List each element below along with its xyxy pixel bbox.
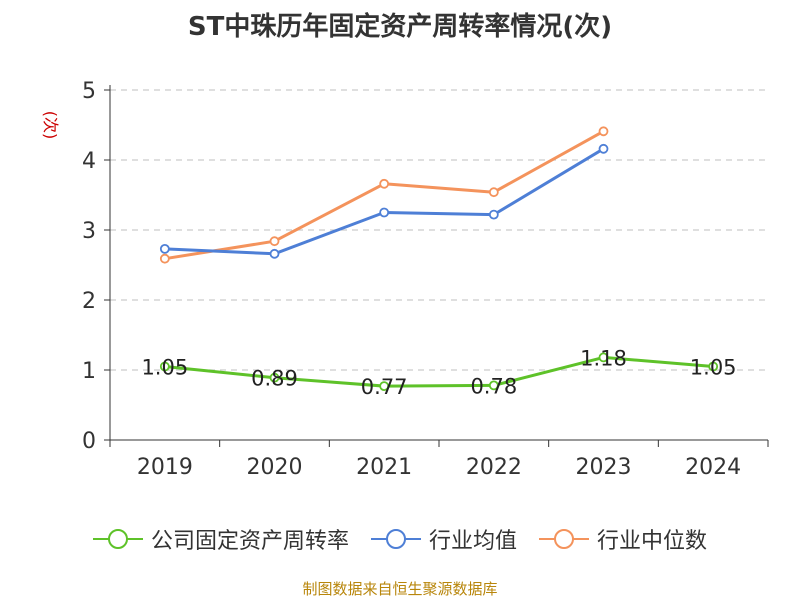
data-point-0 <box>598 352 609 363</box>
series-line-1 <box>164 147 605 256</box>
data-label: 0.77 <box>361 375 408 399</box>
data-point-2 <box>159 253 170 264</box>
legend-swatch-industry-mean <box>370 529 421 549</box>
data-point-2 <box>379 178 390 189</box>
x-tick-label: 2022 <box>466 455 522 480</box>
y-tick-label: 3 <box>82 219 96 244</box>
chart-title: ST中珠历年固定资产周转率情况(次) <box>187 12 613 42</box>
x-tick-label: 2020 <box>247 455 303 480</box>
data-label: 1.05 <box>690 356 737 380</box>
gridlines <box>110 89 768 371</box>
legend-item-industry-mean[interactable]: 行业均值 <box>370 523 517 555</box>
data-point-0 <box>488 380 499 391</box>
data-label: 1.18 <box>580 346 627 370</box>
x-tick-label: 2019 <box>137 455 193 480</box>
series-line-2 <box>164 129 605 261</box>
y-axis-label: (次) <box>41 111 60 140</box>
data-point-2 <box>269 236 280 247</box>
x-tick-label: 2024 <box>685 455 741 480</box>
y-tick-label: 2 <box>82 289 96 314</box>
legend-label-industry-median: 行业中位数 <box>597 529 708 554</box>
legend: 公司固定资产周转率 行业均值 行业中位数 <box>0 519 800 559</box>
data-point-0 <box>159 361 170 372</box>
data-point-0 <box>708 361 719 372</box>
data-point-1 <box>269 248 280 259</box>
legend-label-company: 公司固定资产周转率 <box>150 529 349 554</box>
legend-swatch-company <box>92 529 143 549</box>
legend-item-company[interactable]: 公司固定资产周转率 <box>92 523 349 555</box>
data-point-0 <box>379 381 390 392</box>
data-point-1 <box>379 207 390 218</box>
data-label: 0.89 <box>251 367 298 391</box>
x-tick-label: 2021 <box>356 455 412 480</box>
y-tick-label: 0 <box>82 429 96 454</box>
data-point-1 <box>159 243 170 254</box>
series-line-0 <box>164 355 714 388</box>
legend-label-industry-mean: 行业均值 <box>428 529 517 554</box>
data-point-0 <box>269 372 280 383</box>
y-tick-label: 1 <box>82 359 96 384</box>
data-point-1 <box>598 143 609 154</box>
legend-swatch-industry-median <box>539 529 589 549</box>
data-point-1 <box>488 209 499 220</box>
legend-item-industry-median[interactable]: 行业中位数 <box>539 523 707 555</box>
x-tick-label: 2023 <box>576 455 632 480</box>
y-tick-label: 4 <box>82 149 96 174</box>
data-label: 0.78 <box>470 374 517 398</box>
source-note: 制图数据来自恒生聚源数据库 <box>302 580 498 598</box>
axes: 0 1 2 3 4 5 2019 2020 2021 2022 2023 2024 <box>82 79 769 480</box>
series-lines <box>159 126 719 392</box>
y-tick-label: 5 <box>82 79 96 104</box>
data-labels: 1.05 0.89 0.77 0.78 1.18 1.05 <box>141 346 736 399</box>
data-label: 1.05 <box>141 356 188 380</box>
data-point-2 <box>488 187 499 198</box>
data-point-2 <box>598 126 609 137</box>
